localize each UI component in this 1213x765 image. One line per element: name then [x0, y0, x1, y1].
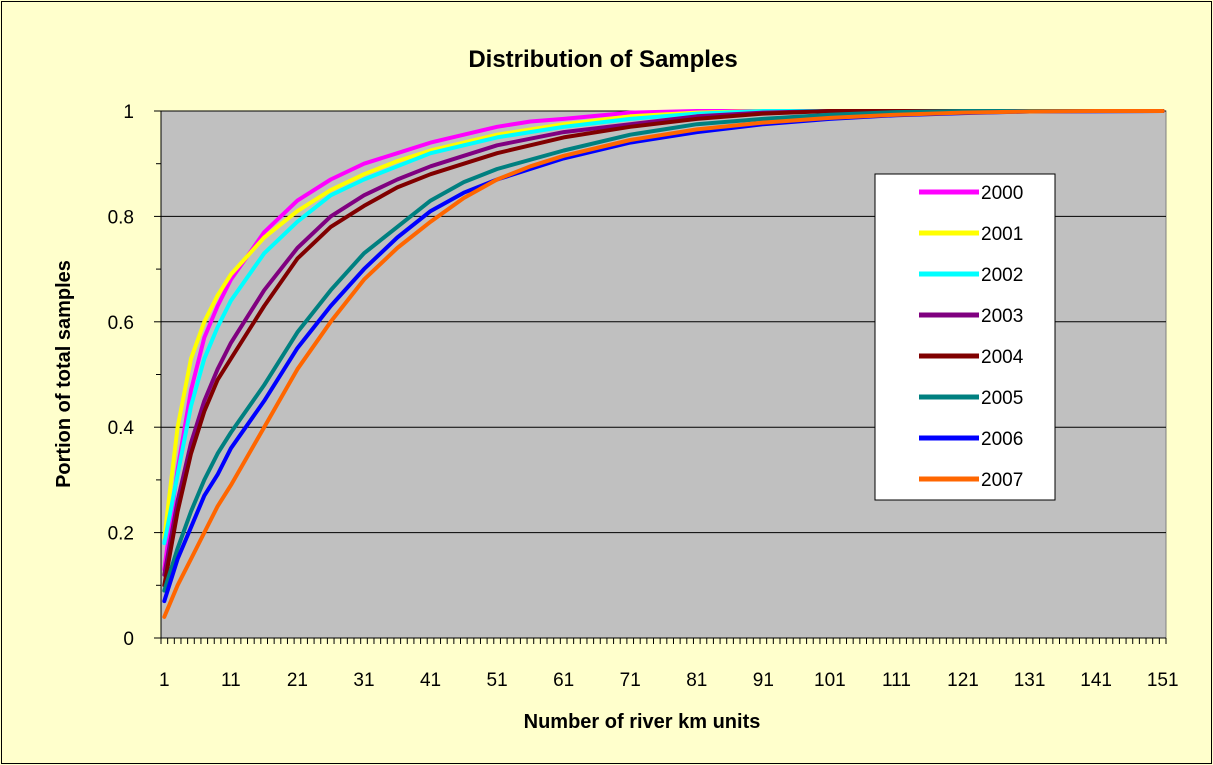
x-tick-label: 111: [882, 670, 911, 691]
series-line-2001: [162, 109, 1165, 540]
axes: 00.20.40.60.811 11 21 31 41 51 61 71 81 91 101 111 1…: [108, 102, 1179, 691]
x-axis-label: Number of river km units: [524, 711, 761, 733]
legend-label-2007: 2007: [981, 470, 1023, 491]
x-tick-label: 141: [1080, 670, 1112, 691]
x-tick-label: 31: [353, 670, 374, 691]
legend-label-2005: 2005: [981, 388, 1023, 409]
y-tick-label: 0.8: [108, 207, 134, 228]
legend: 2000 2001 2002 2003 2004 2005 2006 2007: [874, 173, 1056, 501]
x-tick-label: 1: [159, 670, 170, 691]
x-tick-label: 91: [753, 670, 774, 691]
y-tick-label: 0.4: [108, 418, 135, 439]
x-tick-label: 81: [686, 670, 707, 691]
y-tick-label: 0.2: [108, 524, 134, 545]
x-tick-label: 41: [420, 670, 441, 691]
legend-label-2000: 2000: [981, 183, 1023, 204]
x-tick-label: 61: [553, 670, 574, 691]
x-tick-label: 151: [1147, 670, 1179, 691]
legend-label-2003: 2003: [981, 306, 1023, 327]
legend-label-2004: 2004: [981, 347, 1024, 368]
legend-label-2001: 2001: [981, 224, 1023, 245]
x-tick-label: 131: [1014, 670, 1046, 691]
legend-label-2002: 2002: [981, 265, 1023, 286]
x-tick-label: 21: [287, 670, 308, 691]
chart-title: Distribution of Samples: [468, 46, 737, 73]
y-tick-label: 0: [123, 629, 134, 650]
x-tick-label: 71: [620, 670, 641, 691]
legend-label-2006: 2006: [981, 429, 1023, 450]
x-tick-label: 101: [814, 670, 846, 691]
series-line-2003: [162, 109, 1165, 577]
x-tick-label: 11: [221, 670, 241, 691]
y-tick-label: 0.6: [108, 313, 134, 334]
x-tick-label: 121: [947, 670, 979, 691]
x-tick-label: 51: [487, 670, 508, 691]
series-line-2002: [162, 109, 1165, 546]
series-line-2005: [162, 109, 1165, 593]
series-line-2007: [162, 109, 1165, 619]
y-axis-label: Portion of total samples: [53, 260, 75, 488]
series-line-2004: [162, 109, 1165, 588]
series-layer: [162, 109, 1165, 619]
legend-box: [874, 173, 1056, 501]
y-tick-label: 1: [123, 102, 134, 123]
series-line-2000: [162, 109, 1165, 572]
